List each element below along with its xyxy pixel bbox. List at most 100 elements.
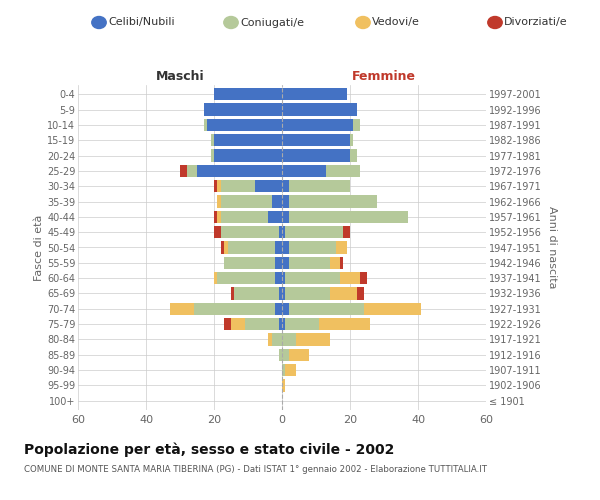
Bar bbox=[289, 256, 329, 269]
Bar bbox=[278, 318, 282, 330]
Bar bbox=[217, 180, 221, 192]
Bar bbox=[221, 226, 278, 238]
Bar bbox=[282, 272, 286, 284]
Bar bbox=[231, 287, 235, 300]
Bar bbox=[282, 149, 350, 162]
Bar bbox=[340, 256, 343, 269]
Bar bbox=[214, 180, 217, 192]
Bar bbox=[275, 241, 282, 254]
Bar bbox=[268, 333, 272, 346]
Bar bbox=[350, 134, 353, 146]
Bar bbox=[245, 318, 278, 330]
Bar bbox=[319, 318, 370, 330]
Bar bbox=[286, 318, 319, 330]
Bar bbox=[214, 149, 282, 162]
Bar bbox=[214, 134, 282, 146]
Bar bbox=[286, 364, 296, 376]
Bar bbox=[235, 287, 278, 300]
Bar bbox=[204, 103, 282, 116]
Bar bbox=[214, 210, 217, 223]
Bar bbox=[221, 180, 255, 192]
Bar bbox=[360, 272, 367, 284]
Bar bbox=[282, 241, 289, 254]
Bar bbox=[289, 241, 337, 254]
Bar bbox=[353, 118, 360, 131]
Bar bbox=[224, 256, 275, 269]
Bar bbox=[217, 195, 221, 208]
Bar bbox=[282, 226, 286, 238]
Bar bbox=[289, 302, 364, 315]
Bar bbox=[268, 210, 282, 223]
Bar bbox=[170, 302, 194, 315]
Bar bbox=[282, 103, 357, 116]
Bar bbox=[286, 226, 343, 238]
Bar bbox=[282, 348, 289, 361]
Text: Vedovi/e: Vedovi/e bbox=[372, 18, 420, 28]
Bar bbox=[214, 226, 221, 238]
Bar bbox=[272, 195, 282, 208]
Bar bbox=[197, 164, 282, 177]
Bar bbox=[224, 241, 227, 254]
Bar bbox=[272, 333, 282, 346]
Bar bbox=[282, 195, 289, 208]
Y-axis label: Anni di nascita: Anni di nascita bbox=[547, 206, 557, 288]
Bar bbox=[340, 272, 360, 284]
Bar bbox=[329, 287, 357, 300]
Bar bbox=[289, 180, 350, 192]
Bar bbox=[214, 88, 282, 101]
Bar bbox=[282, 134, 350, 146]
Bar bbox=[282, 88, 347, 101]
Bar bbox=[282, 180, 289, 192]
Bar bbox=[214, 272, 217, 284]
Bar bbox=[282, 210, 289, 223]
Bar bbox=[282, 287, 286, 300]
Bar bbox=[296, 333, 329, 346]
Bar bbox=[180, 164, 187, 177]
Bar bbox=[282, 118, 353, 131]
Y-axis label: Fasce di età: Fasce di età bbox=[34, 214, 44, 280]
Bar bbox=[207, 118, 282, 131]
Text: Coniugati/e: Coniugati/e bbox=[240, 18, 304, 28]
Bar bbox=[278, 226, 282, 238]
Bar bbox=[275, 272, 282, 284]
Bar bbox=[221, 241, 224, 254]
Bar bbox=[357, 287, 364, 300]
Bar bbox=[278, 348, 282, 361]
Bar bbox=[286, 287, 329, 300]
Text: Celibi/Nubili: Celibi/Nubili bbox=[108, 18, 175, 28]
Bar bbox=[211, 149, 214, 162]
Bar bbox=[329, 256, 340, 269]
Bar bbox=[231, 318, 245, 330]
Bar bbox=[289, 348, 309, 361]
Bar bbox=[217, 272, 275, 284]
Bar bbox=[275, 256, 282, 269]
Bar bbox=[194, 302, 275, 315]
Bar bbox=[350, 149, 357, 162]
Bar bbox=[204, 118, 207, 131]
Bar bbox=[289, 195, 377, 208]
Bar bbox=[286, 272, 340, 284]
Bar bbox=[337, 241, 347, 254]
Bar bbox=[224, 318, 231, 330]
Bar bbox=[221, 195, 272, 208]
Bar bbox=[282, 333, 296, 346]
Bar bbox=[255, 180, 282, 192]
Bar bbox=[187, 164, 197, 177]
Bar bbox=[282, 364, 286, 376]
Bar bbox=[282, 318, 286, 330]
Bar bbox=[217, 210, 221, 223]
Bar bbox=[211, 134, 214, 146]
Text: Divorziati/e: Divorziati/e bbox=[504, 18, 568, 28]
Text: Popolazione per età, sesso e stato civile - 2002: Popolazione per età, sesso e stato civil… bbox=[24, 442, 394, 457]
Bar bbox=[282, 164, 326, 177]
Text: COMUNE DI MONTE SANTA MARIA TIBERINA (PG) - Dati ISTAT 1° gennaio 2002 - Elabora: COMUNE DI MONTE SANTA MARIA TIBERINA (PG… bbox=[24, 465, 487, 474]
Bar bbox=[364, 302, 421, 315]
Bar bbox=[343, 226, 350, 238]
Bar bbox=[282, 302, 289, 315]
Bar bbox=[282, 379, 286, 392]
Bar bbox=[221, 210, 268, 223]
Bar bbox=[289, 210, 408, 223]
Bar bbox=[282, 256, 289, 269]
Bar bbox=[275, 302, 282, 315]
Text: Maschi: Maschi bbox=[155, 70, 205, 82]
